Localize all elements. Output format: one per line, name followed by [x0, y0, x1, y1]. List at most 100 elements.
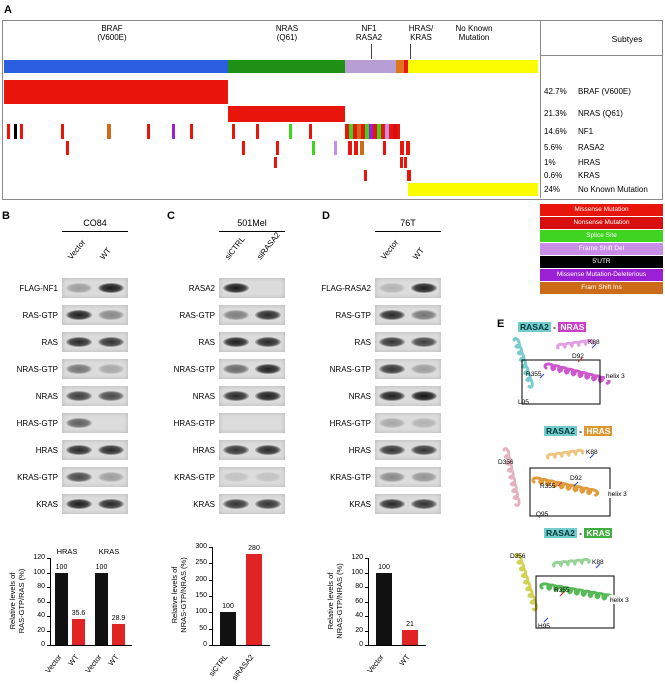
blot-target-label: RAS-GTP	[335, 311, 371, 320]
lane-label: siCTRL	[223, 234, 247, 262]
blot-image	[375, 386, 441, 406]
chart-bar-value: 100	[378, 563, 390, 571]
chart-tick-label: 20	[37, 626, 45, 634]
residue-label: K88	[588, 339, 600, 346]
blot-band	[223, 472, 249, 482]
mutation-mark	[348, 141, 352, 155]
chart-tick-label: 20	[355, 626, 363, 634]
lane-label: WT	[411, 246, 426, 262]
legend-item: 5'UTR	[540, 256, 663, 268]
cell-line-title-c: 501Mel	[237, 218, 267, 228]
group-pointer-line	[410, 44, 411, 59]
chart-tick	[47, 616, 50, 617]
chart-tick	[365, 630, 368, 632]
residue-label: L95	[518, 399, 529, 406]
blot-target-label: KRAS	[193, 500, 215, 509]
chart-tick	[209, 547, 212, 548]
blot-band	[98, 283, 124, 293]
mutation-mark	[373, 124, 377, 139]
blot-band	[98, 337, 124, 347]
panel-e-label: E	[497, 318, 505, 330]
oncoprint-group-header: HRAS/ KRAS	[408, 24, 434, 42]
mutation-mark	[4, 80, 228, 104]
blot-target-label: FLAG-RASA2	[321, 284, 371, 293]
cell-line-title-b: CO84	[83, 218, 107, 228]
blot-target-label: NRAS-GTP	[329, 365, 371, 374]
subtype-pct: 24%	[544, 184, 561, 194]
chart-bar	[246, 553, 262, 645]
chart-tick-label: 0	[41, 641, 45, 648]
blot-band	[223, 364, 249, 374]
blot-image	[62, 386, 128, 406]
subtype-name: No Known Mutation	[578, 184, 648, 194]
chart-tick	[209, 596, 212, 597]
residue-label: Q95	[536, 511, 549, 518]
helix-ribbon	[514, 553, 538, 612]
subtype-pct: 14.6%	[544, 126, 567, 136]
residue-stick	[559, 591, 565, 597]
helix-ribbon	[551, 557, 591, 568]
panel-a-label: A	[4, 4, 12, 16]
chart-tick	[365, 616, 368, 617]
subtype-name: RASA2	[578, 143, 605, 152]
chart-bar	[402, 629, 418, 645]
residue-stick	[589, 453, 595, 459]
helix-ribbon	[539, 582, 615, 602]
legend-item: Missense Mutation-Deleterious	[540, 269, 663, 281]
chart-tick	[47, 630, 50, 632]
blot-target-label: RAS-GTP	[22, 311, 58, 320]
blot-band	[255, 499, 281, 509]
mutation-mark	[349, 124, 353, 139]
blot-image	[219, 278, 285, 298]
mutation-mark	[408, 183, 538, 196]
blot-target-label: KRAS-GTP	[174, 473, 215, 482]
blot-band	[66, 364, 92, 374]
chart-tick	[47, 572, 50, 574]
mutation-mark	[354, 141, 358, 155]
blot-image	[219, 440, 285, 460]
blot-image	[62, 467, 128, 487]
chart-tick-label: 120	[33, 554, 45, 561]
chart-tick-label: 0	[359, 641, 363, 648]
rasa2-label: RASA2	[518, 322, 551, 332]
chart-tick-label: 150	[195, 592, 207, 599]
residue-label: helix 3	[606, 373, 625, 380]
chart-tick	[209, 612, 212, 614]
panel-d-label: D	[322, 210, 330, 222]
blot-band	[66, 499, 92, 509]
blot-target-label: NRAS	[192, 392, 215, 401]
blot-image	[375, 467, 441, 487]
mutation-mark	[242, 141, 245, 155]
partner-label: NRAS	[558, 322, 587, 332]
residue-label: D92	[572, 353, 584, 360]
category-bar-segment	[4, 60, 228, 73]
blot-target-label: NRAS-GTP	[173, 365, 215, 374]
oncoprint-group-header: NF1 RASA2	[355, 24, 383, 42]
chart-tick	[209, 628, 212, 630]
blot-band	[223, 337, 249, 347]
blot-band	[411, 391, 437, 401]
mutation-mark	[377, 124, 381, 139]
chart-tick	[365, 558, 368, 559]
blot-band	[66, 472, 92, 482]
subtype-name: NF1	[578, 126, 594, 136]
residue-label: helix 3	[610, 597, 629, 604]
structure-render-nras: K88 D92 R355 L95 helix 3	[512, 337, 633, 406]
cell-line-underline-c	[219, 231, 285, 232]
chart-tick-label: 50	[199, 624, 207, 632]
helix-ribbon	[555, 338, 595, 350]
blot-image	[62, 332, 128, 352]
residue-stick	[595, 563, 601, 569]
blot-band	[255, 310, 281, 320]
chart-bar-value: 35.6	[71, 610, 86, 618]
mutation-mark	[360, 141, 364, 155]
structure-title: RASA2 - HRAS	[544, 426, 613, 436]
oncoprint-group-header: BRAF (V600E)	[97, 24, 127, 42]
panel-c-label: C	[167, 210, 175, 222]
chart-tick	[47, 587, 50, 588]
blot-band	[255, 337, 281, 347]
subtype-pct: 1%	[544, 157, 556, 167]
chart-tick-label: 300	[195, 543, 207, 550]
title-separator: -	[576, 528, 585, 538]
